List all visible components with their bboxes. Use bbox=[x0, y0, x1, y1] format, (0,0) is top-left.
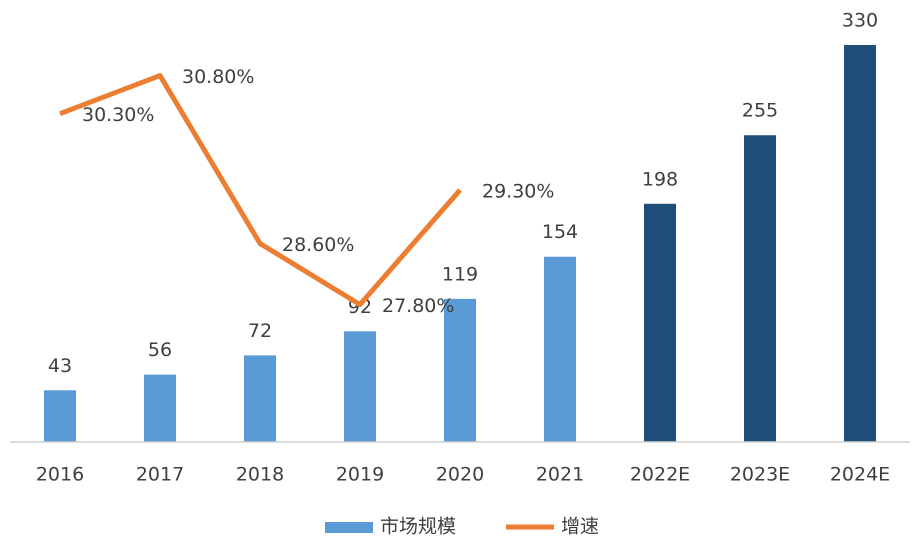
data-label: 330 bbox=[842, 10, 878, 32]
x-tick-label: 2017 bbox=[136, 464, 184, 486]
data-label: 255 bbox=[742, 100, 778, 122]
data-label: 119 bbox=[442, 263, 478, 285]
legend-label: 增速 bbox=[561, 516, 599, 538]
x-tick-label: 2016 bbox=[36, 464, 84, 486]
bar bbox=[444, 298, 476, 442]
bar bbox=[244, 355, 276, 442]
line-label: 30.30% bbox=[82, 104, 154, 126]
x-tick-label: 2019 bbox=[336, 464, 384, 486]
data-label: 43 bbox=[48, 355, 72, 377]
legend-swatch bbox=[325, 522, 373, 533]
bar bbox=[144, 374, 176, 442]
data-label: 154 bbox=[542, 221, 578, 243]
x-tick-label: 2022E bbox=[630, 464, 690, 486]
x-tick-label: 2018 bbox=[236, 464, 284, 486]
x-tick-label: 2020 bbox=[436, 464, 484, 486]
line-label: 27.80% bbox=[382, 295, 454, 317]
line-label: 30.80% bbox=[182, 66, 254, 88]
bar bbox=[344, 331, 376, 442]
data-label: 198 bbox=[642, 168, 678, 190]
x-tick-label: 2021 bbox=[536, 464, 584, 486]
x-tick-label: 2024E bbox=[830, 464, 890, 486]
line-label: 29.30% bbox=[482, 181, 554, 203]
bar bbox=[644, 203, 676, 442]
bar bbox=[844, 45, 876, 442]
line-label: 28.60% bbox=[282, 234, 354, 256]
legend-label: 市场规模 bbox=[380, 516, 456, 538]
line bbox=[59, 73, 462, 308]
bar bbox=[744, 135, 776, 442]
data-label: 56 bbox=[148, 339, 172, 361]
bar bbox=[44, 390, 76, 442]
data-label: 72 bbox=[248, 320, 272, 342]
x-tick-label: 2023E bbox=[730, 464, 790, 486]
bar bbox=[544, 256, 576, 442]
